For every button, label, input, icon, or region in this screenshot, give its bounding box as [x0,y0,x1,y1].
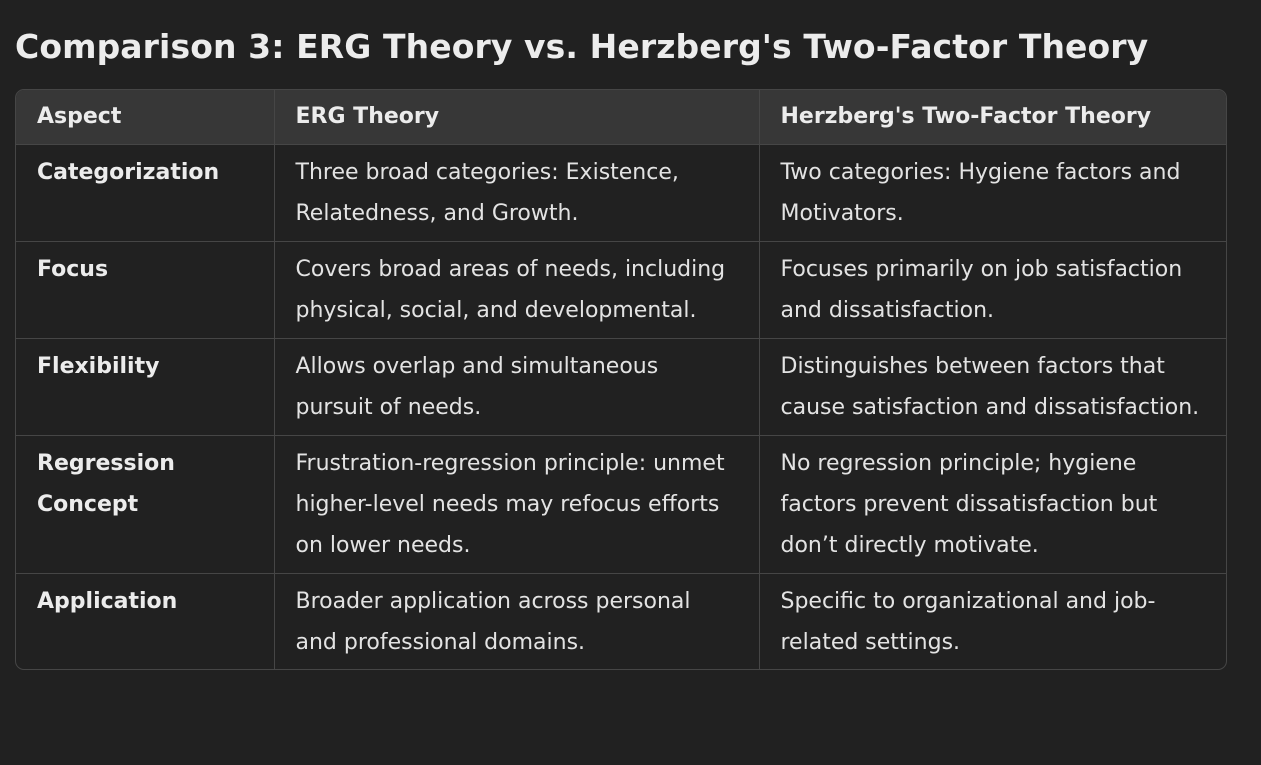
header-row: Aspect ERG Theory Herzberg's Two-Factor … [16,90,1226,145]
row-aspect-cell: Flexibility [16,338,274,436]
table-row: Categorization Three broad categories: E… [16,144,1226,242]
table-row: Flexibility Allows overlap and simultane… [16,338,1226,436]
table-row: Application Broader application across p… [16,573,1226,669]
page-title: Comparison 3: ERG Theory vs. Herzberg's … [15,27,1149,66]
row-erg-cell: Broader application across personal and … [273,573,759,669]
table-header: Aspect ERG Theory Herzberg's Two-Factor … [16,90,1226,145]
comparison-table-container: Aspect ERG Theory Herzberg's Two-Factor … [15,89,1227,670]
header-herzberg-theory: Herzberg's Two-Factor Theory [758,90,1226,145]
row-aspect-cell: Categorization [16,144,274,242]
row-herzberg-cell: Focuses primarily on job satisfaction an… [758,241,1226,339]
table-row: Regression Concept Frustration-regressio… [16,435,1226,574]
row-herzberg-cell: Distinguishes between factors that cause… [758,338,1226,436]
row-erg-cell: Allows overlap and simultaneous pursuit … [273,338,759,436]
row-aspect-cell: Application [16,573,274,669]
row-erg-cell: Three broad categories: Existence, Relat… [273,144,759,242]
header-erg-theory: ERG Theory [273,90,759,145]
row-erg-cell: Frustration-regression principle: unmet … [273,435,759,574]
table-body: Categorization Three broad categories: E… [16,144,1226,669]
row-aspect-cell: Regression Concept [16,435,274,574]
row-herzberg-cell: Specific to organizational and job-relat… [758,573,1226,669]
row-aspect-cell: Focus [16,241,274,339]
row-herzberg-cell: No regression principle; hygiene factors… [758,435,1226,574]
comparison-table: Aspect ERG Theory Herzberg's Two-Factor … [16,90,1226,669]
header-aspect: Aspect [16,90,274,145]
row-herzberg-cell: Two categories: Hygiene factors and Moti… [758,144,1226,242]
row-erg-cell: Covers broad areas of needs, including p… [273,241,759,339]
table-row: Focus Covers broad areas of needs, inclu… [16,241,1226,339]
